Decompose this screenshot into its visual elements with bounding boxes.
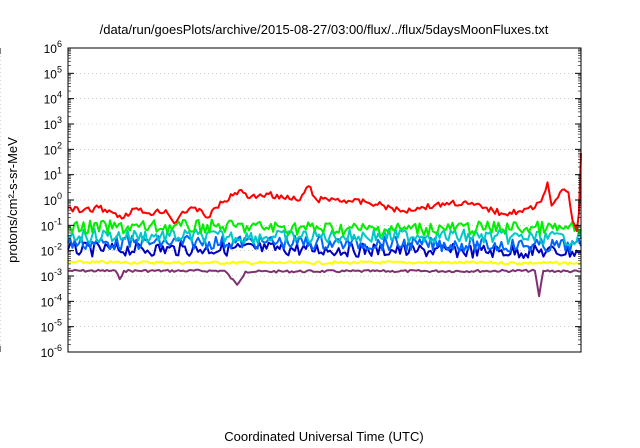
y-tick-label: 104 (44, 90, 62, 107)
y-tick-label: 100 (44, 191, 62, 208)
series-line-0 (67, 153, 582, 232)
series-line-6 (68, 268, 581, 298)
y-axis-label: protons/cm²-s-sr-MeV (5, 137, 20, 263)
y-tick-label: 105 (44, 64, 62, 81)
series-layer (67, 153, 582, 298)
y-tick-label: 10-3 (41, 267, 62, 284)
axis-ticks: 10-6 10-5 10-4 10-3 10-2 10-1 100 101 102 103 104 1… (0, 0, 581, 360)
y-tick-label: 10-6 (41, 343, 62, 360)
chart-title: /data/run/goesPlots/archive/2015-08-27/0… (100, 22, 549, 37)
series-line-2 (67, 227, 582, 247)
x-axis-label: Coordinated Universal Time (UTC) (224, 429, 423, 444)
y-tick-label: 10-4 (41, 292, 62, 309)
series-line-1 (67, 218, 582, 237)
y-tick-label: 103 (44, 115, 62, 132)
y-tick-label: 106 (44, 39, 62, 56)
y-tick-label: 101 (44, 166, 62, 183)
y-tick-label: 10-2 (41, 242, 62, 259)
y-tick-label: 10-1 (41, 216, 62, 233)
series-line-3 (67, 234, 582, 254)
y-tick-label: 102 (44, 140, 62, 157)
series-line-5 (67, 259, 582, 266)
y-tick-label: 10-5 (41, 318, 62, 335)
